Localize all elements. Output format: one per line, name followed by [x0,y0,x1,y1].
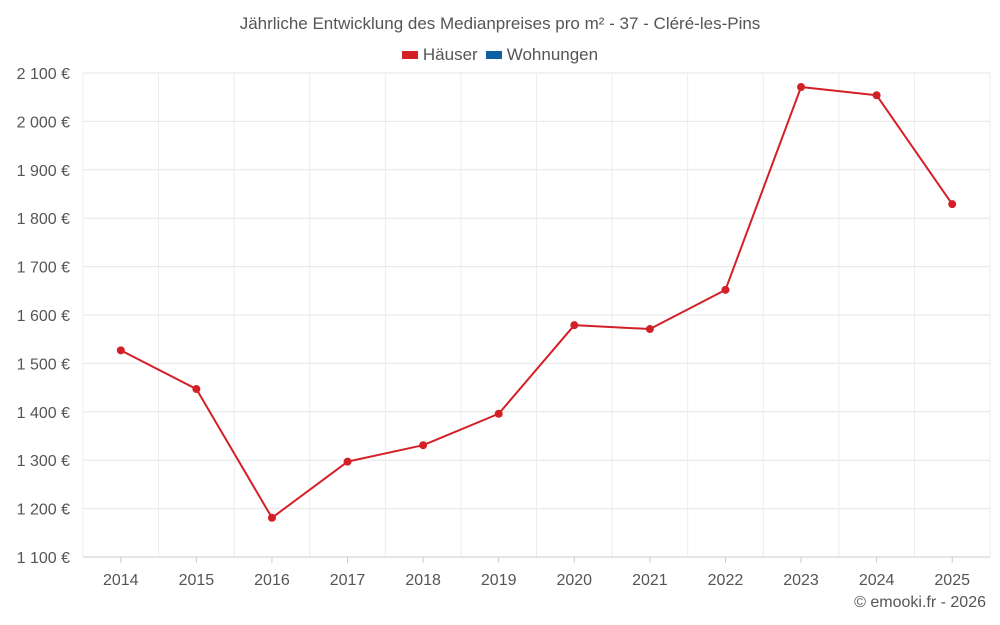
x-tick-label: 2017 [330,572,366,589]
series-line-0 [120,86,954,519]
legend: Häuser Wohnungen [0,45,1000,65]
data-point [872,91,881,100]
legend-item-houses[interactable]: Häuser [401,45,478,65]
data-point [267,513,276,522]
y-tick-label: 1 600 € [17,308,70,325]
legend-label-houses: Häuser [422,45,478,64]
x-tick-label: 2023 [783,572,819,589]
y-tick-label: 1 300 € [17,453,70,470]
data-point [192,385,201,394]
x-tick-label: 2016 [254,572,290,589]
data-point [645,325,654,334]
y-tick-label: 1 700 € [17,260,70,277]
y-tick-label: 1 800 € [17,211,70,228]
legend-label-apartments: Wohnungen [506,45,599,64]
data-point [116,346,125,355]
y-tick-label: 2 100 € [17,66,70,83]
data-point [570,321,579,330]
x-tick-label: 2024 [859,572,895,589]
legend-item-apartments[interactable]: Wohnungen [485,45,599,65]
x-tick-label: 2020 [556,572,592,589]
x-tick-label: 2015 [179,572,215,589]
data-point [494,409,503,418]
x-tick-label: 2025 [934,572,970,589]
y-tick-label: 1 900 € [17,163,70,180]
y-tick-label: 2 000 € [17,114,70,131]
credit-text: © emooki.fr - 2026 [854,594,986,611]
chart-title: Jährliche Entwicklung des Medianpreises … [239,14,761,33]
x-tick-label: 2019 [481,572,517,589]
data-point [419,441,428,450]
y-tick-label: 1 200 € [17,502,70,519]
legend-swatch-houses [401,51,418,59]
data-point [797,83,806,92]
legend-swatch-apartments [485,51,502,59]
data-point [721,285,730,294]
x-tick-label: 2022 [708,572,744,589]
y-tick-label: 1 400 € [17,405,70,422]
x-tick-label: 2021 [632,572,668,589]
x-tick-label: 2018 [405,572,441,589]
y-tick-label: 1 500 € [17,356,70,373]
y-tick-label: 1 100 € [17,550,70,567]
x-tick-label: 2014 [103,572,139,589]
data-point [948,200,957,209]
data-point [343,457,352,466]
